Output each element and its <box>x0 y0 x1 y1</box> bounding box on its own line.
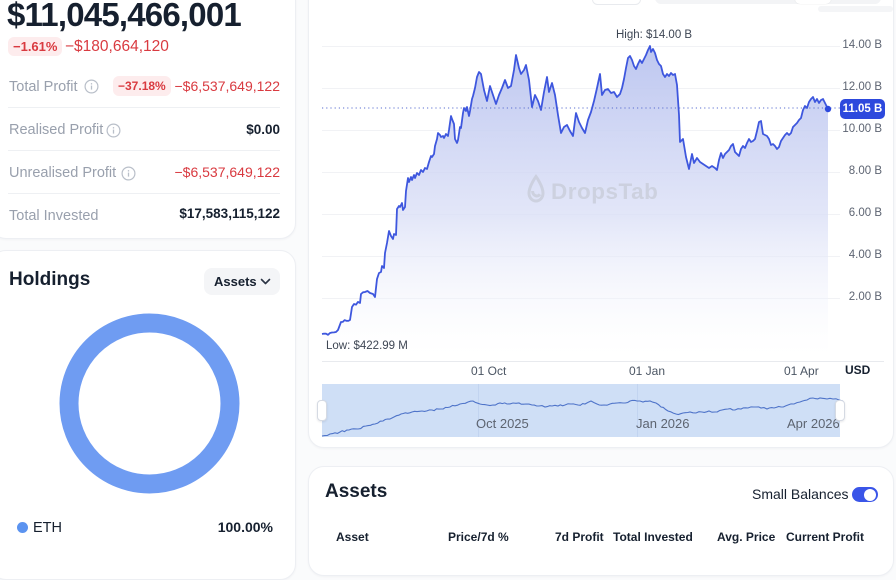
svg-text:DropsTab: DropsTab <box>551 179 658 204</box>
